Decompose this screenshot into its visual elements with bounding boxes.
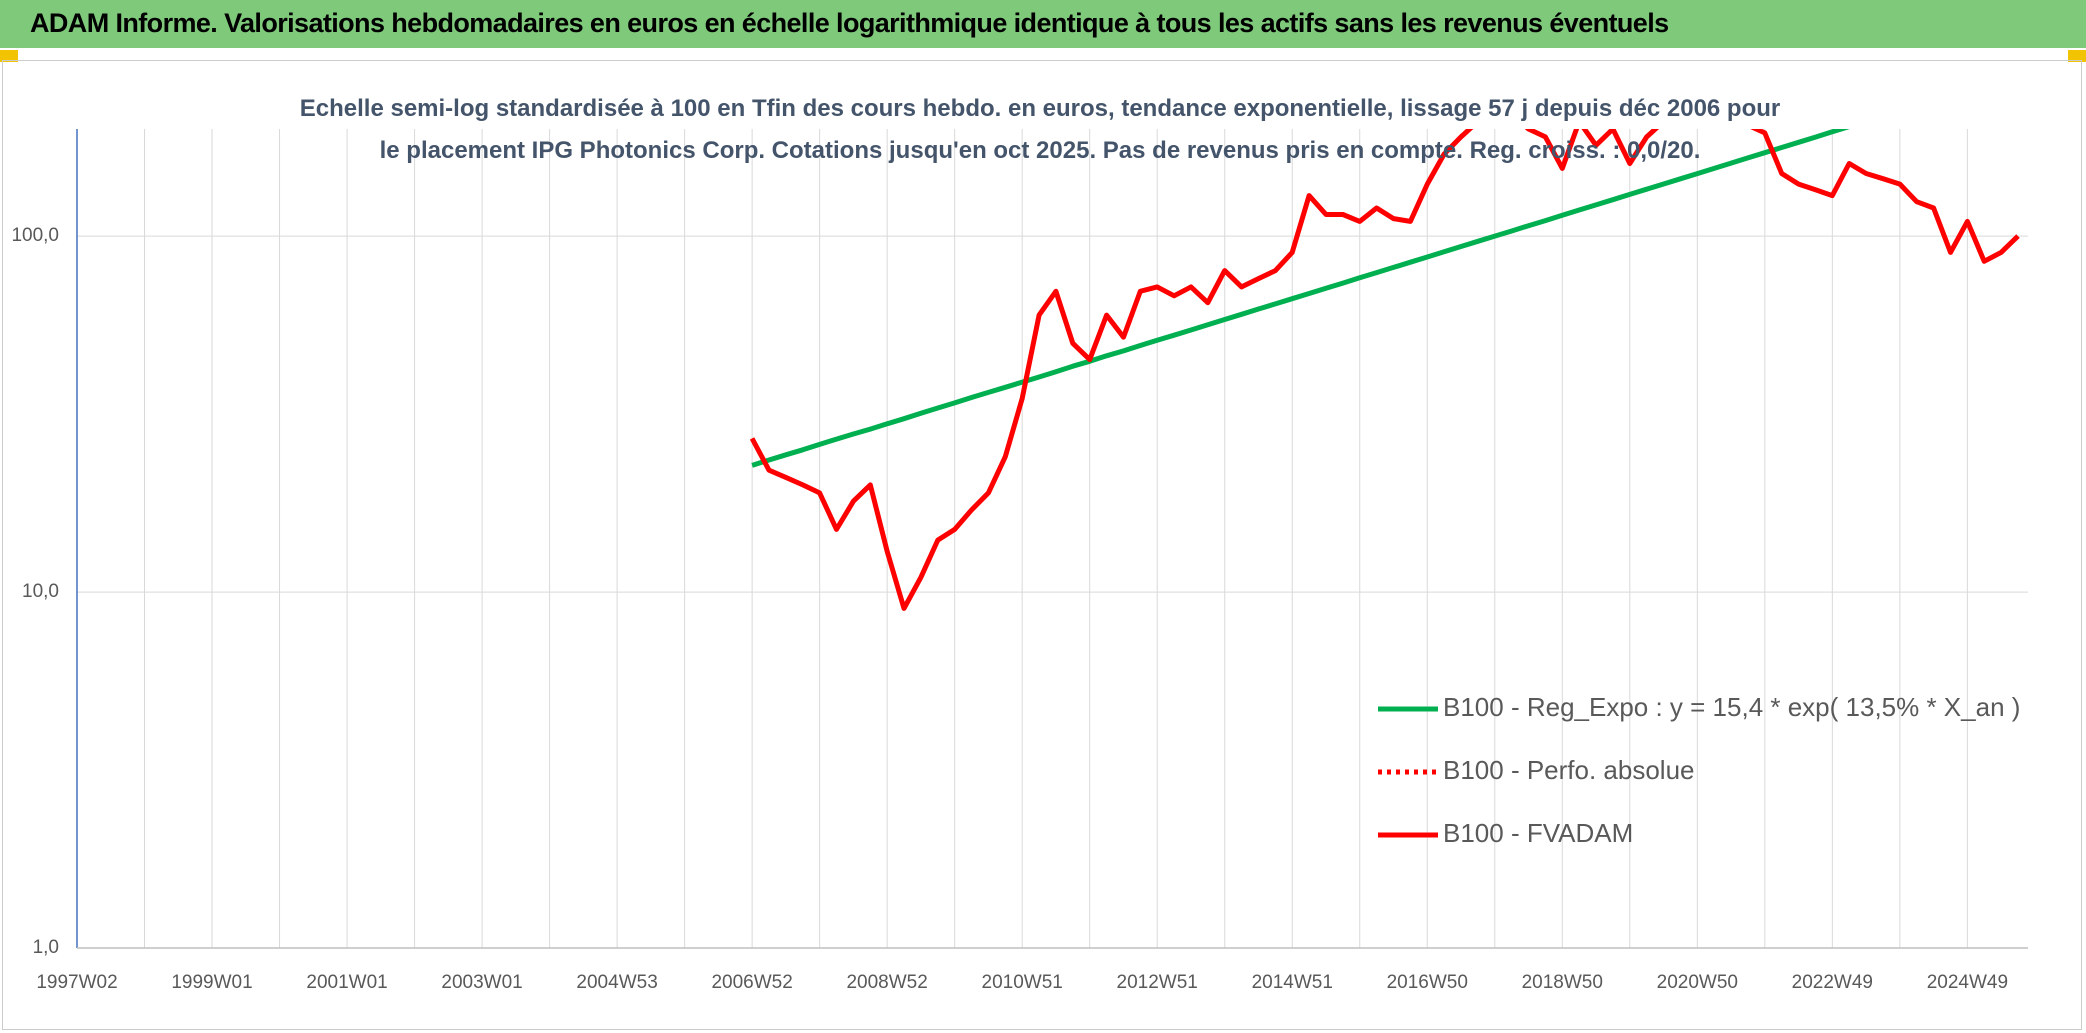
chart-frame: [2, 60, 2082, 1030]
legend-label: B100 - Perfo. absolue: [1443, 755, 1695, 785]
x-tick-label: 1999W01: [171, 972, 252, 993]
chart-subtitle: Echelle semi-log standardisée à 100 en T…: [299, 95, 1781, 164]
corner-mark: [2068, 50, 2086, 62]
x-tick-label: 2008W52: [846, 972, 927, 993]
legend-label: B100 - Reg_Expo : y = 15,4 * exp( 13,5% …: [1443, 692, 2020, 722]
x-tick-label: 2014W51: [1252, 972, 1333, 993]
y-tick-label: 10,0: [22, 581, 59, 602]
x-tick-label: 1997W02: [36, 972, 117, 993]
x-tick-label: 2024W49: [1927, 972, 2008, 993]
x-tick-label: 2020W50: [1657, 972, 1738, 993]
y-tick-label: 100,0: [11, 225, 59, 246]
x-tick-label: 2006W52: [711, 972, 792, 993]
plot: [749, 129, 2020, 611]
header-title: ADAM Informe. Valorisations hebdomadaire…: [30, 8, 1669, 38]
corner-mark: [0, 50, 18, 62]
x-tick-label: 2022W49: [1792, 972, 1873, 993]
y-tick-label: 1,0: [33, 937, 59, 958]
x-tick-label: 2012W51: [1117, 972, 1198, 993]
x-tick-label: 2004W53: [576, 972, 657, 993]
x-tick-label: 2018W50: [1522, 972, 1603, 993]
legend-label: B100 - FVADAM: [1443, 818, 1633, 848]
series-line: [751, 129, 1850, 468]
series-line: [749, 129, 2020, 611]
x-tick-label: 2016W50: [1387, 972, 1468, 993]
x-tick-label: 2003W01: [441, 972, 522, 993]
x-tick-label: 2010W51: [982, 972, 1063, 993]
header: ADAM Informe. Valorisations hebdomadaire…: [0, 0, 2086, 48]
x-tick-label: 2001W01: [306, 972, 387, 993]
